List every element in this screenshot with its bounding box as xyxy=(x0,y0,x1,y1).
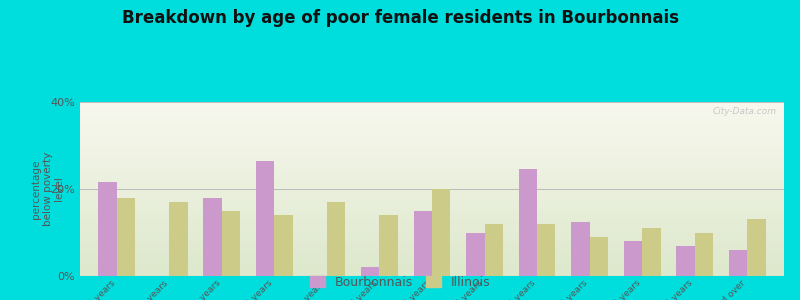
Text: City-Data.com: City-Data.com xyxy=(713,107,777,116)
Bar xyxy=(414,211,432,276)
Bar xyxy=(222,211,240,276)
Bar xyxy=(379,215,398,276)
Text: Breakdown by age of poor female residents in Bourbonnais: Breakdown by age of poor female resident… xyxy=(122,9,678,27)
Bar xyxy=(747,220,766,276)
Bar xyxy=(676,245,694,276)
Bar xyxy=(642,228,661,276)
Bar xyxy=(729,250,747,276)
Legend: Bourbonnais, Illinois: Bourbonnais, Illinois xyxy=(305,271,495,294)
Bar xyxy=(256,161,274,276)
Bar xyxy=(590,237,608,276)
Bar xyxy=(518,169,537,276)
Bar xyxy=(361,267,379,276)
Bar xyxy=(537,224,555,276)
Bar xyxy=(571,222,590,276)
Y-axis label: percentage
below poverty
level: percentage below poverty level xyxy=(31,152,64,226)
Bar xyxy=(274,215,293,276)
Bar xyxy=(624,241,642,276)
Bar xyxy=(203,198,222,276)
Bar xyxy=(98,182,117,276)
Bar xyxy=(694,232,713,276)
Bar xyxy=(170,202,188,276)
Bar xyxy=(327,202,346,276)
Bar xyxy=(485,224,503,276)
Bar xyxy=(432,189,450,276)
Bar xyxy=(117,198,135,276)
Bar xyxy=(466,232,485,276)
